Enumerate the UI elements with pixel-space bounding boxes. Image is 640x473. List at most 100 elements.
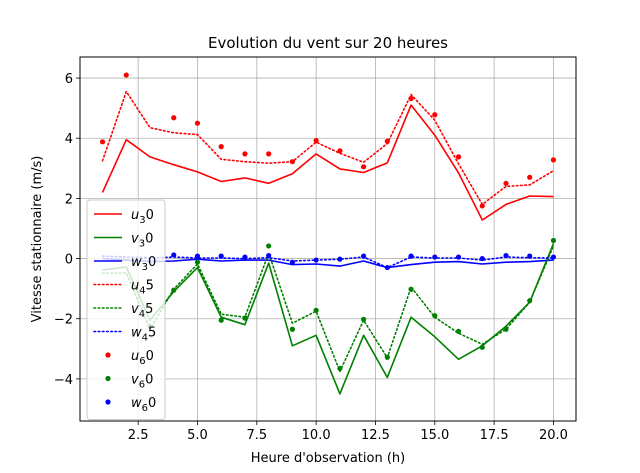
point-w60: [384, 264, 390, 271]
legend-label: v30: [131, 232, 153, 250]
legend-entry-v60: v60: [105, 373, 153, 391]
legend-entry-v45: v45: [93, 302, 153, 320]
point-v60: [171, 287, 177, 293]
point-u60: [123, 72, 129, 78]
point-v60: [313, 307, 319, 313]
legend-entry-w60: w60: [105, 396, 156, 414]
legend-marker: [105, 352, 111, 358]
point-w60: [313, 257, 319, 263]
legend-entry-v30: v30: [94, 232, 153, 250]
legend-label: u30: [131, 208, 154, 226]
point-u60: [337, 148, 343, 154]
point-w60: [408, 253, 414, 259]
point-w60: [171, 252, 177, 258]
legend-label: v60: [131, 373, 153, 391]
point-v60: [432, 313, 438, 319]
legend: u30 v30 w30 u45 v45 w45 u60 v60 w60: [86, 199, 166, 420]
point-u60: [194, 120, 201, 126]
point-w60: [266, 252, 272, 259]
legend-label: w45: [131, 326, 156, 344]
x-tick-label: 17.5: [480, 428, 509, 443]
point-v60: [289, 326, 296, 332]
point-w60: [503, 252, 509, 259]
point-u60: [455, 154, 462, 160]
x-axis-label: Heure d'observation (h): [251, 451, 405, 466]
point-v60: [527, 298, 533, 304]
point-v60: [455, 328, 462, 334]
line-v30: [102, 243, 555, 395]
point-v60: [550, 237, 557, 244]
point-w60: [289, 259, 296, 265]
y-tick-label: −2: [54, 313, 73, 328]
legend-entry-w45: w45: [93, 326, 156, 344]
y-tick-label: 0: [65, 253, 73, 268]
x-tick-label: 15.0: [420, 428, 449, 443]
point-w60: [360, 253, 367, 259]
axis-ticks: 2.5 5.0 7.5 10.0 12.5 15.0 17.5 20.0 −4 −2 0 2 4 6: [54, 72, 568, 443]
point-w60: [455, 254, 462, 260]
point-v60: [266, 243, 272, 249]
x-tick-label: 5.0: [187, 428, 208, 443]
point-v60: [408, 286, 414, 292]
legend-marker: [105, 375, 111, 382]
point-v60: [479, 344, 485, 350]
point-v60: [337, 365, 343, 371]
point-u60: [503, 180, 509, 186]
point-u60: [266, 151, 272, 157]
legend-marker: [105, 399, 111, 405]
legend-label: w30: [131, 255, 156, 273]
point-w60: [479, 255, 485, 262]
series-layer: [99, 72, 557, 395]
x-tick-label: 2.5: [128, 428, 149, 443]
line-u45: [101, 90, 555, 206]
point-u60: [289, 159, 296, 165]
point-u60: [432, 112, 438, 118]
point-w60: [337, 256, 343, 262]
legend-box: [86, 199, 166, 420]
series-w60: [171, 252, 557, 271]
point-u60: [171, 115, 177, 121]
legend-entry-u45: u45: [93, 279, 154, 297]
x-tick-label: 12.5: [361, 428, 390, 443]
series-u60: [99, 72, 557, 209]
point-w60: [218, 253, 224, 259]
y-tick-label: 2: [65, 192, 73, 207]
point-v60: [242, 315, 248, 321]
point-w60: [432, 254, 438, 260]
y-axis-label: Vitesse stationnaire (m/s): [30, 156, 45, 323]
point-w60: [550, 254, 557, 260]
y-tick-label: −4: [54, 373, 73, 388]
point-u60: [384, 138, 390, 144]
point-v60: [194, 259, 201, 265]
point-u60: [242, 151, 248, 157]
x-tick-label: 10.0: [302, 428, 331, 443]
point-w60: [242, 254, 248, 260]
legend-label: w60: [131, 396, 156, 414]
point-w60: [527, 253, 533, 259]
line-v45: [101, 245, 555, 373]
x-tick-label: 7.5: [246, 428, 267, 443]
line-w45: [101, 255, 555, 269]
line-w30: [102, 257, 554, 269]
y-tick-label: 6: [65, 72, 73, 87]
point-u60: [527, 174, 533, 180]
chart-title: Evolution du vent sur 20 heures: [208, 34, 448, 52]
point-v60: [503, 326, 509, 332]
point-w60: [194, 253, 201, 259]
point-v60: [360, 316, 367, 322]
point-u60: [479, 203, 485, 209]
point-u60: [218, 144, 224, 150]
legend-label: u45: [131, 279, 154, 297]
point-u60: [99, 139, 106, 145]
point-u60: [408, 95, 414, 102]
legend-entry-u60: u60: [105, 349, 154, 367]
legend-label: u60: [131, 349, 154, 367]
point-u60: [313, 138, 319, 144]
point-v60: [218, 317, 224, 323]
x-tick-label: 20.0: [539, 428, 568, 443]
legend-entry-w30: w30: [94, 255, 156, 273]
point-u60: [360, 164, 367, 170]
legend-entry-u30: u30: [94, 208, 154, 226]
line-u30: [101, 104, 554, 221]
